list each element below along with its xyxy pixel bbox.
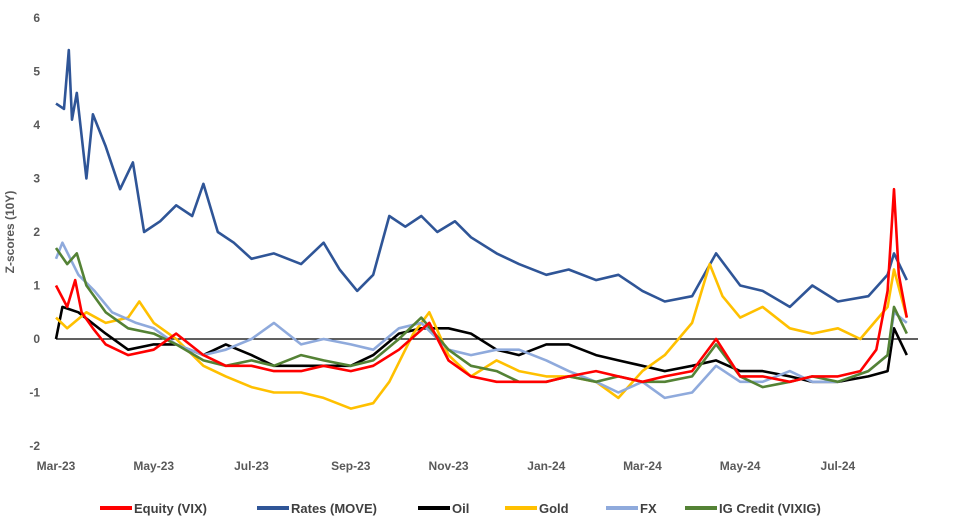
chart: 6 5 4 3 2 1 0 -1 -2 Mar-23 May-23 Jul-23 Sep-23 Nov-… bbox=[3, 11, 918, 473]
y-tick-label: 2 bbox=[33, 225, 40, 239]
x-tick-label: Jul-24 bbox=[821, 459, 856, 473]
legend-label: FX bbox=[640, 500, 657, 516]
legend-item: Oil bbox=[418, 496, 469, 520]
x-tick-label: Nov-23 bbox=[429, 459, 469, 473]
x-tick-label: Jul-23 bbox=[234, 459, 269, 473]
y-axis-label: Z-scores (10Y) bbox=[3, 191, 17, 274]
x-tick-label: Jan-24 bbox=[527, 459, 565, 473]
y-tick-label: -1 bbox=[29, 386, 40, 400]
x-tick-label: Mar-24 bbox=[623, 459, 662, 473]
y-tick-label: -2 bbox=[29, 439, 40, 453]
legend-item: FX bbox=[606, 496, 657, 520]
y-tick-label: 3 bbox=[33, 172, 40, 186]
legend: Equity (VIX) Rates (MOVE) Oil Gold FX IG Cred… bbox=[0, 496, 953, 520]
series-line-rates-move bbox=[55, 48, 908, 309]
series-line-fx bbox=[54, 241, 908, 400]
x-tick-label: May-23 bbox=[133, 459, 174, 473]
legend-label: IG Credit (VIXIG) bbox=[719, 500, 821, 516]
legend-item: Rates (MOVE) bbox=[257, 496, 377, 520]
legend-item: Gold bbox=[505, 496, 569, 520]
legend-swatch bbox=[100, 506, 132, 510]
legend-swatch bbox=[685, 506, 717, 510]
y-tick-label: 1 bbox=[33, 279, 40, 293]
legend-label: Equity (VIX) bbox=[134, 500, 207, 516]
legend-label: Rates (MOVE) bbox=[291, 500, 377, 516]
legend-label: Oil bbox=[452, 500, 470, 516]
legend-swatch bbox=[505, 506, 537, 510]
legend-item: IG Credit (VIXIG) bbox=[685, 496, 821, 520]
y-tick-label: 0 bbox=[33, 332, 40, 346]
y-tick-label: 4 bbox=[33, 118, 40, 132]
series-line-ig-credit-vixig bbox=[54, 247, 908, 389]
legend-swatch bbox=[606, 506, 638, 510]
x-tick-label: Sep-23 bbox=[331, 459, 371, 473]
series-line-equity-vix bbox=[54, 187, 909, 384]
y-tick-label: 5 bbox=[33, 65, 40, 79]
series-lines bbox=[54, 48, 909, 410]
y-axis: 6 5 4 3 2 1 0 -1 -2 bbox=[29, 11, 40, 453]
y-tick-label: 6 bbox=[33, 11, 40, 25]
x-tick-label: Mar-23 bbox=[37, 459, 76, 473]
legend-swatch bbox=[418, 506, 450, 510]
legend-item: Equity (VIX) bbox=[100, 496, 207, 520]
x-tick-label: May-24 bbox=[720, 459, 761, 473]
series-line-gold bbox=[55, 262, 909, 410]
x-axis: Mar-23 May-23 Jul-23 Sep-23 Nov-23 Jan-24 Mar-… bbox=[37, 459, 856, 473]
legend-label: Gold bbox=[539, 500, 569, 516]
legend-swatch bbox=[257, 506, 289, 510]
